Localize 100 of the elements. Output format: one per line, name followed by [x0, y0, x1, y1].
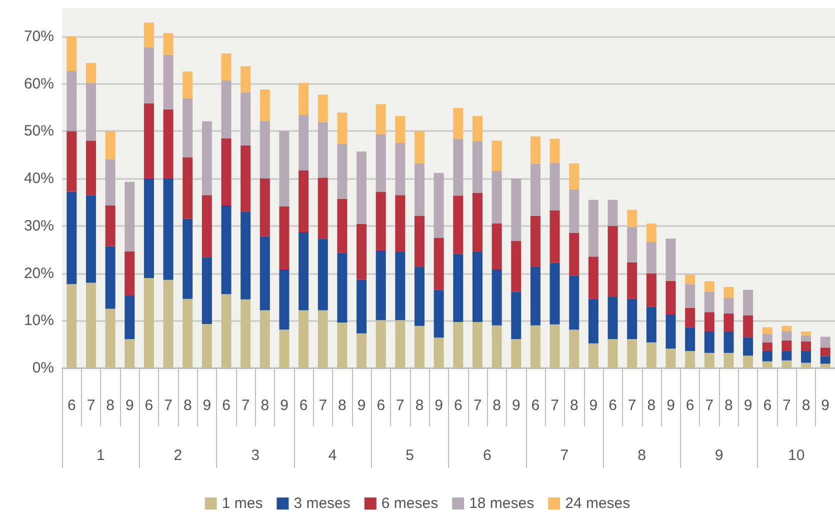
bar	[86, 62, 96, 83]
bar	[704, 312, 714, 332]
bar	[472, 322, 482, 368]
x-tick-label: 6	[608, 397, 617, 414]
bar	[492, 224, 502, 270]
bar	[376, 104, 386, 134]
x-tick-label: 6	[222, 397, 230, 414]
bar	[704, 332, 714, 353]
bar	[434, 290, 444, 338]
bar	[704, 292, 714, 312]
legend-label: 3 meses	[294, 495, 350, 512]
x-tick-label: 8	[647, 397, 656, 414]
bar	[144, 278, 154, 368]
text: 6	[482, 447, 492, 464]
x-tick-label: 8	[338, 397, 346, 414]
x-tick-label: 9	[821, 397, 830, 414]
bar	[124, 339, 135, 368]
bar	[260, 310, 270, 368]
bar	[627, 262, 638, 299]
bar	[144, 47, 154, 104]
bar	[743, 337, 754, 356]
bar	[646, 306, 656, 342]
bar	[627, 298, 638, 340]
bar	[550, 162, 560, 210]
bar	[163, 54, 174, 110]
bar	[608, 296, 618, 340]
bar	[144, 22, 154, 48]
bar	[782, 340, 792, 351]
x-tick-label: 6	[376, 397, 386, 414]
bar	[221, 138, 232, 206]
bar	[279, 330, 290, 368]
bar	[240, 92, 251, 146]
bar	[318, 238, 328, 310]
bar	[182, 218, 193, 299]
legend-label: 6 meses	[381, 495, 438, 512]
bar	[414, 266, 425, 326]
x-tick-label: 8	[183, 397, 192, 414]
bar	[782, 331, 792, 341]
text: 8	[638, 447, 646, 464]
bar	[318, 122, 328, 178]
bar	[202, 195, 212, 258]
bar	[530, 266, 540, 326]
bar	[646, 242, 656, 274]
bar	[801, 341, 812, 351]
bar	[337, 198, 348, 253]
text: 4	[328, 447, 337, 464]
bar	[279, 131, 290, 206]
bar	[434, 238, 444, 290]
x-tick-label: 6	[531, 397, 540, 414]
bar	[724, 314, 734, 332]
legend-label: 24 meses	[565, 495, 630, 512]
bar	[472, 192, 482, 252]
bar	[260, 178, 270, 236]
bar	[453, 322, 464, 368]
bar	[569, 189, 580, 233]
bar	[762, 327, 772, 334]
bar	[550, 138, 560, 163]
bar	[627, 226, 638, 262]
bar	[356, 152, 367, 224]
bar	[124, 251, 135, 296]
bar	[782, 360, 792, 368]
bar	[86, 282, 96, 368]
bar	[66, 284, 77, 368]
bar	[569, 276, 580, 330]
bar	[762, 342, 772, 351]
bar	[144, 103, 154, 179]
bar	[666, 238, 676, 281]
bar	[820, 348, 830, 356]
bar	[530, 164, 540, 216]
bar	[318, 94, 328, 122]
bar	[163, 178, 174, 280]
bar	[724, 298, 734, 314]
bar	[724, 287, 734, 298]
x-tick-label: 6	[299, 397, 308, 414]
bar	[550, 324, 560, 368]
bar	[105, 131, 116, 160]
bar	[279, 269, 290, 330]
bar	[221, 53, 232, 80]
bar	[66, 192, 77, 284]
bar	[240, 145, 251, 212]
bar	[646, 342, 656, 368]
bar	[337, 112, 348, 144]
bar	[414, 163, 425, 216]
y-tick-label: 10%	[24, 312, 54, 330]
bar	[646, 273, 656, 307]
bar	[66, 71, 77, 132]
x-tick-label: 8	[106, 397, 114, 414]
y-tick-label: 0%	[32, 360, 54, 376]
bar	[743, 290, 754, 316]
bar	[395, 143, 406, 196]
x-tick-label: 8	[724, 397, 733, 414]
text: 10	[788, 447, 805, 464]
bar	[240, 66, 251, 92]
bar	[782, 326, 792, 332]
bar	[492, 269, 502, 326]
bar	[588, 256, 598, 299]
x-tick-label: 9	[744, 397, 752, 414]
bar	[550, 210, 560, 263]
x-tick-label: 7	[705, 397, 714, 414]
bar	[801, 350, 812, 363]
